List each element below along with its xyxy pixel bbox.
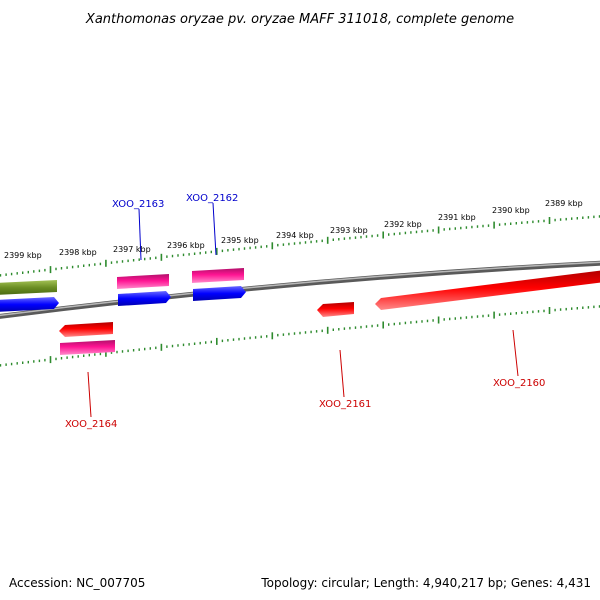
leader-line-xoo-2160 (512, 329, 519, 377)
accession-text: Accession: NC_007705 (9, 576, 145, 590)
scale-label: 2391 kbp (438, 213, 476, 222)
gene-magenta-xoo-2163[interactable] (117, 274, 169, 289)
gene-red-xoo-2164-a[interactable] (59, 322, 113, 337)
scale-label: 2392 kbp (384, 220, 422, 229)
gene-label-xoo-2163[interactable]: XOO_2163 (112, 199, 164, 210)
gene-magenta-xoo-2162[interactable] (192, 268, 244, 283)
genome-summary-text: Topology: circular; Length: 4,940,217 bp… (260, 576, 591, 590)
leader-line-xoo-2162 (212, 202, 217, 256)
bottom-scale-ticks (0, 305, 600, 367)
scale-label: 2398 kbp (59, 248, 97, 257)
gene-magenta-xoo-2164-b[interactable] (60, 340, 115, 355)
top-scale-ticks (0, 215, 600, 277)
scale-label: 2399 kbp (4, 251, 42, 260)
scale-labels: 2399 kbp 2398 kbp 2397 kbp 2396 kbp 2395… (4, 199, 583, 260)
scale-label: 2389 kbp (545, 199, 583, 208)
leader-line-xoo-2163 (138, 208, 142, 261)
gene-blue-1[interactable] (0, 297, 59, 312)
backbone-highlight (0, 261, 600, 317)
gene-red-xoo-2160[interactable] (375, 270, 600, 310)
gene-label-xoo-2161[interactable]: XOO_2161 (319, 399, 371, 410)
scale-label: 2397 kbp (113, 245, 151, 254)
genome-backbone (0, 260, 600, 319)
scale-label: 2390 kbp (492, 206, 530, 215)
gene-red-xoo-2161[interactable] (317, 302, 354, 317)
leader-line-xoo-2164 (87, 371, 92, 418)
leader-line-xoo-2161 (339, 349, 345, 398)
gene-blue-3[interactable] (193, 286, 246, 301)
gene-label-xoo-2160[interactable]: XOO_2160 (493, 378, 545, 389)
scale-label: 2393 kbp (330, 226, 368, 235)
scale-label: 2396 kbp (167, 241, 205, 250)
page-title: Xanthomonas oryzae pv. oryzae MAFF 31101… (85, 12, 514, 27)
gene-blue-2[interactable] (118, 291, 171, 306)
scale-label: 2395 kbp (221, 236, 259, 245)
gene-label-xoo-2162[interactable]: XOO_2162 (186, 193, 238, 204)
gene-olive[interactable] (0, 280, 57, 295)
scale-label: 2394 kbp (276, 231, 314, 240)
gene-label-xoo-2164[interactable]: XOO_2164 (65, 419, 117, 430)
